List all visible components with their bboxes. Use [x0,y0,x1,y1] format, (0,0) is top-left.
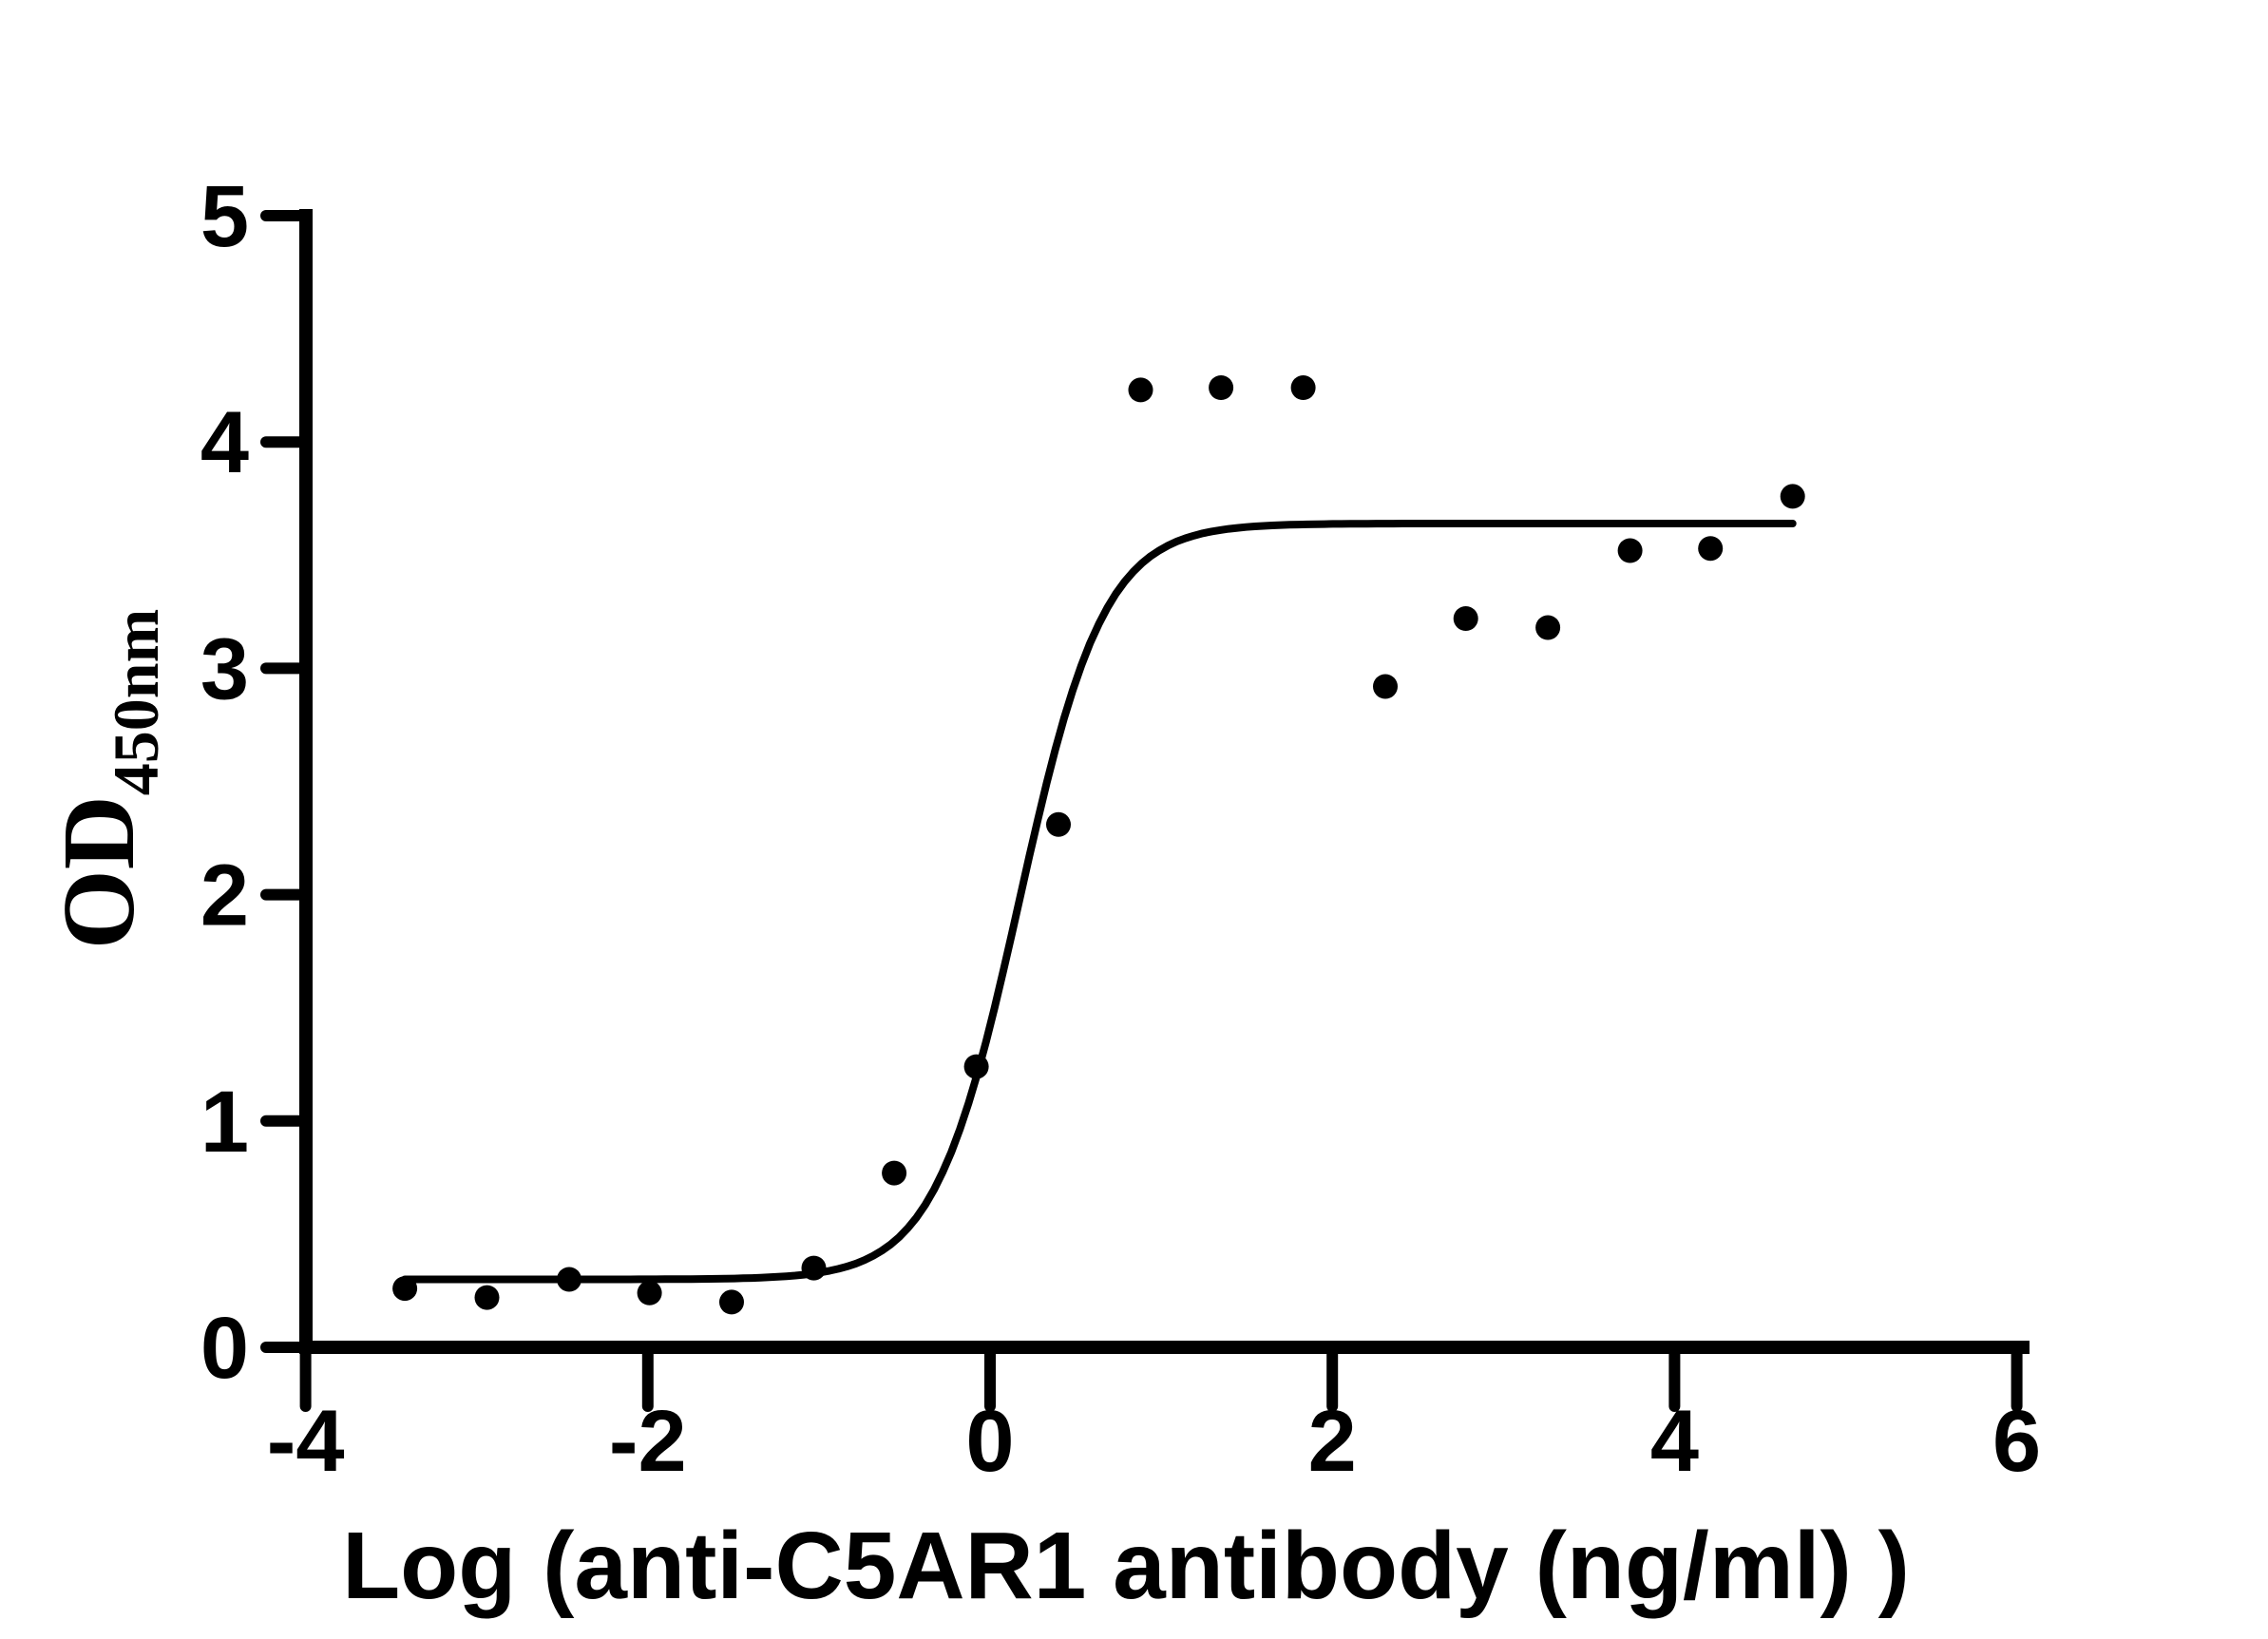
y-tick-label: 5 [200,168,249,265]
x-tick-label: 4 [1650,1393,1699,1490]
x-tick-label: -4 [267,1393,345,1490]
y-tick-label: 0 [200,1300,249,1397]
x-tick-label: 6 [1992,1393,2041,1490]
data-point [637,1280,662,1305]
data-point [1535,615,1561,640]
data-point [801,1255,827,1281]
data-point [1373,674,1398,699]
data-point [557,1267,581,1292]
data-point [1453,606,1478,631]
y-axis-title-subscript: 450nm [100,609,172,795]
data-point [882,1160,907,1186]
data-point [719,1289,744,1315]
x-tick-label: -2 [609,1393,687,1490]
x-tick-label: 2 [1308,1393,1357,1490]
x-axis-title: Log (anti-C5AR1 antibody (ng/ml) ) [342,1513,1910,1619]
plot-layer: 0 1 2 3 4 5 -4 -2 0 2 4 6 [200,168,2041,1490]
y-tick-label: 4 [200,394,249,491]
x-tick-label: 0 [965,1393,1014,1490]
data-point [1290,375,1316,400]
data-point [1128,377,1153,403]
y-tick-label: 1 [200,1074,249,1171]
data-point [963,1054,989,1079]
fitted-curve [401,520,1797,1284]
y-axis-title-main: OD [43,795,156,949]
data-point [1617,538,1643,563]
data-point [1046,811,1071,837]
y-tick-label: 2 [200,848,249,944]
data-point [1698,536,1724,562]
data-point [474,1285,500,1310]
data-point [1780,484,1805,509]
y-tick-label: 3 [200,620,249,717]
data-point [1209,375,1234,400]
y-axis-title: OD450nm [43,609,172,949]
data-point [392,1276,418,1302]
